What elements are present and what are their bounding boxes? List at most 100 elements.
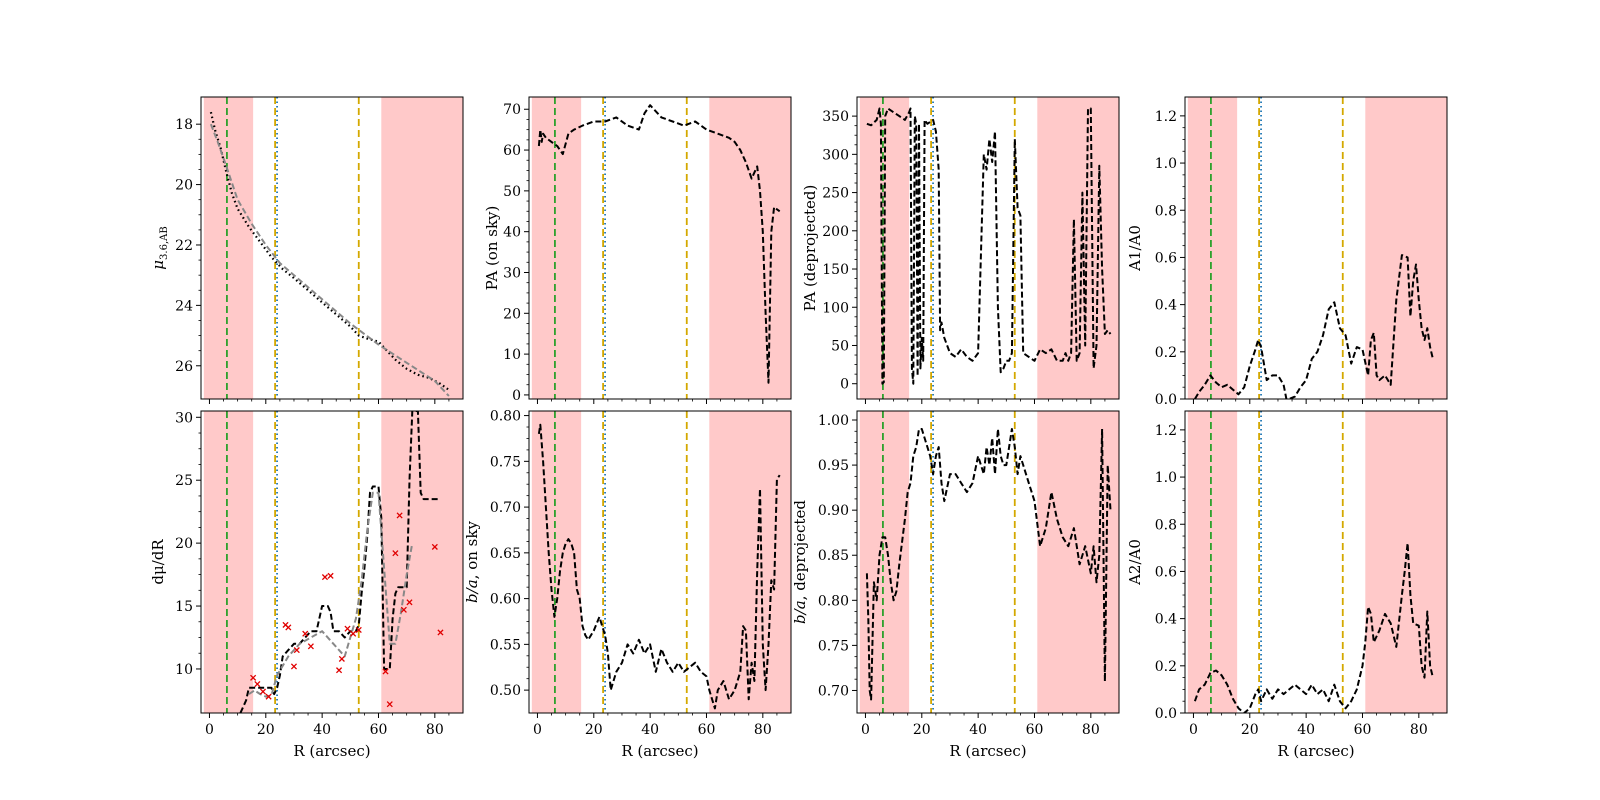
panel-ba_sky: 0 20 40 60 80 0.50 0.55 0.60 0.65 0.70 0.75 0.80 R (… xyxy=(463,409,792,760)
x-tick-label: 20 xyxy=(257,722,275,738)
data-point-marker xyxy=(321,574,329,581)
data-point-marker xyxy=(265,693,272,700)
axes-frame xyxy=(856,410,1120,714)
series-line-data xyxy=(537,423,781,710)
x-axis-label: R (arcsec) xyxy=(949,742,1026,760)
data-point-marker xyxy=(350,630,357,637)
y-tick-label: 1.2 xyxy=(1155,109,1177,125)
data-point-marker xyxy=(392,550,399,557)
axes-frame xyxy=(200,410,464,714)
shaded-region xyxy=(1037,97,1119,399)
shaded-region xyxy=(709,411,791,713)
y-tick-label: 0.75 xyxy=(818,638,849,654)
x-axis-label: R (arcsec) xyxy=(1277,742,1354,760)
plot-area-a1 xyxy=(1187,97,1447,399)
panel-pa_sky: 0 10 20 30 40 50 60 70 PA (on sky) xyxy=(483,96,792,404)
y-tick-label: 150 xyxy=(822,262,849,278)
y-tick-label: 30 xyxy=(175,410,193,426)
plot-area-pa_sky xyxy=(531,97,791,399)
y-tick-label: 70 xyxy=(503,102,521,118)
data-point-marker xyxy=(302,630,309,637)
shaded-region xyxy=(1365,97,1447,399)
y-tick-label: 0.2 xyxy=(1155,345,1177,361)
y-tick-label: 0.4 xyxy=(1155,612,1177,628)
y-tick-label: 0.90 xyxy=(818,503,849,519)
data-point-marker xyxy=(285,624,292,631)
x-tick-label: 80 xyxy=(1082,722,1100,738)
y-tick-label: 0.0 xyxy=(1155,392,1177,408)
series-line-data xyxy=(209,111,450,391)
y-tick-label: 18 xyxy=(175,117,193,133)
y-tick-label: 0.8 xyxy=(1155,517,1177,533)
axes-frame xyxy=(1184,410,1448,714)
y-tick-label: 0.2 xyxy=(1155,659,1177,675)
y-tick-label: 26 xyxy=(175,359,193,375)
shaded-region xyxy=(1187,97,1238,399)
y-tick-label: 30 xyxy=(503,265,521,281)
panel-pa_deproj: 0 50 100 150 200 250 300 350 PA (deprojected) xyxy=(801,96,1120,404)
y-tick-label: 0.50 xyxy=(490,683,521,699)
axes-frame xyxy=(528,96,792,400)
y-tick-label: 10 xyxy=(175,662,193,678)
y-axis-label: A2/A0 xyxy=(1126,539,1144,586)
x-tick-label: 80 xyxy=(1410,722,1428,738)
y-axis-label: dμ/dR xyxy=(149,539,167,585)
y-tick-label: 20 xyxy=(175,178,193,194)
panel-a1: 0.0 0.2 0.4 0.6 0.8 1.0 1.2 A1/A0 xyxy=(1126,96,1448,408)
series-line-data xyxy=(1193,542,1434,713)
y-axis-label: PA (deprojected) xyxy=(801,185,819,312)
x-tick-label: 40 xyxy=(641,722,659,738)
data-point-marker xyxy=(307,643,314,650)
plot-area-ba_sky xyxy=(531,411,791,713)
y-tick-label: 20 xyxy=(503,306,521,322)
y-tick-label: 0.4 xyxy=(1155,298,1177,314)
x-tick-label: 40 xyxy=(969,722,987,738)
y-tick-label: 1.2 xyxy=(1155,423,1177,439)
y-tick-label: 0.6 xyxy=(1155,250,1177,266)
y-axis-label: b/a, deprojected xyxy=(791,500,809,624)
y-tick-label: 0.6 xyxy=(1155,564,1177,580)
shaded-region xyxy=(203,97,254,399)
data-point-marker xyxy=(400,606,407,613)
x-tick-label: 40 xyxy=(1297,722,1315,738)
y-tick-label: 10 xyxy=(503,347,521,363)
y-tick-label: 0.70 xyxy=(490,500,521,516)
y-tick-label: 0.0 xyxy=(1155,706,1177,722)
panel-a2: 0 20 40 60 80 0.0 0.2 0.4 0.6 0.8 1.0 1.2 R (arcsec)… xyxy=(1126,410,1448,760)
axes-frame xyxy=(1184,96,1448,400)
shaded-region xyxy=(531,411,582,713)
data-point-marker xyxy=(254,680,261,688)
data-point-marker xyxy=(293,647,300,654)
data-point-marker xyxy=(355,626,362,634)
y-tick-label: 1.00 xyxy=(818,413,849,429)
data-point-marker xyxy=(437,629,444,636)
x-axis-label: R (arcsec) xyxy=(621,742,698,760)
axes-frame xyxy=(856,96,1120,400)
y-tick-label: 0 xyxy=(512,388,521,404)
y-tick-label: 22 xyxy=(175,238,193,254)
y-tick-label: 300 xyxy=(822,147,849,163)
y-tick-label: 350 xyxy=(822,109,849,125)
data-point-marker xyxy=(382,668,389,675)
data-point-marker xyxy=(327,572,334,579)
shaded-region xyxy=(859,411,910,713)
x-axis-label: R (arcsec) xyxy=(293,742,370,760)
y-axis-label: b/a, on sky xyxy=(463,521,481,603)
y-tick-label: 1.0 xyxy=(1155,156,1177,172)
x-tick-label: 60 xyxy=(1026,722,1044,738)
x-tick-label: 0 xyxy=(533,722,542,738)
shaded-region xyxy=(531,97,582,399)
plot-area-mu xyxy=(203,97,463,399)
panel-ba_deproj: 0 20 40 60 80 0.70 0.75 0.80 0.85 0.90 0.95 1.00 R (… xyxy=(791,410,1120,760)
panel-dmu: 0 20 40 60 80 10 15 20 25 30 R (arcsec) dμ/dR xyxy=(149,410,464,760)
series-line-data xyxy=(1194,254,1434,399)
y-axis-label: A1/A0 xyxy=(1126,225,1144,272)
y-tick-label: 20 xyxy=(175,536,193,552)
shaded-region xyxy=(1365,411,1447,713)
plot-area-ba_deproj xyxy=(859,411,1119,713)
y-axis-label: μ3.6,AB xyxy=(149,226,170,269)
y-tick-label: 0.8 xyxy=(1155,203,1177,219)
data-point-marker xyxy=(386,701,393,708)
series-line-model xyxy=(248,491,414,698)
